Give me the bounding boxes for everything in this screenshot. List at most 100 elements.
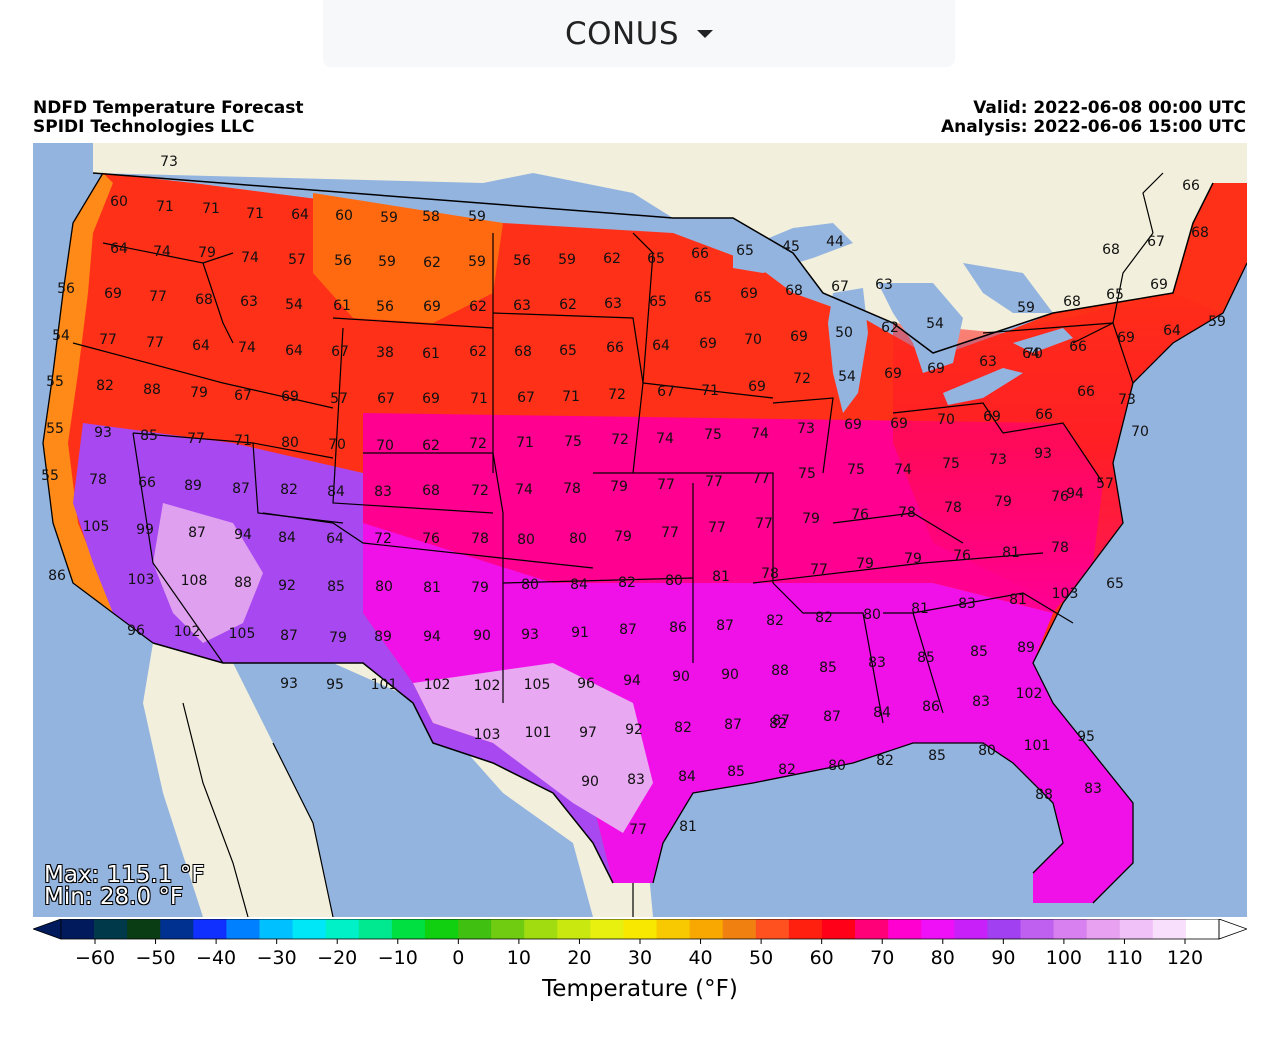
colorbar-tick-label: 10 bbox=[507, 947, 531, 969]
temp-label: 63 bbox=[875, 277, 893, 293]
min-temperature: Min: 28.0 °F bbox=[44, 884, 184, 910]
temp-label: 56 bbox=[57, 281, 75, 297]
temp-label: 71 bbox=[202, 201, 220, 217]
colorbar-tick-label: 30 bbox=[628, 947, 652, 969]
colorbar-segment bbox=[821, 919, 856, 939]
temp-label: 59 bbox=[1208, 314, 1226, 330]
temp-label: 65 bbox=[1106, 287, 1124, 303]
temp-label: 82 bbox=[769, 716, 787, 732]
temp-label: 95 bbox=[326, 677, 344, 693]
temp-label: 78 bbox=[471, 531, 489, 547]
temperature-labels: 73 60 71 71 71 64 60 59 58 59 64 74 79 74 57 56 59 62 59 56… bbox=[41, 154, 1226, 838]
temp-label: 58 bbox=[422, 209, 440, 225]
temp-label: 59 bbox=[380, 210, 398, 226]
temp-label: 69 bbox=[699, 336, 717, 352]
temp-label: 64 bbox=[285, 343, 303, 359]
temp-label: 62 bbox=[881, 320, 899, 336]
temp-label: 74 bbox=[656, 431, 674, 447]
colorbar-tick-label: 90 bbox=[991, 947, 1015, 969]
temp-label: 87 bbox=[188, 525, 206, 541]
temp-label: 77 bbox=[99, 332, 117, 348]
temp-label: 108 bbox=[181, 573, 208, 589]
temp-label: 93 bbox=[1034, 446, 1052, 462]
temp-label: 73 bbox=[1118, 392, 1136, 408]
temp-label: 64 bbox=[291, 207, 309, 223]
temp-label: 79 bbox=[802, 511, 820, 527]
temp-label: 87 bbox=[619, 622, 637, 638]
lake-michigan bbox=[828, 288, 868, 413]
temp-label: 69 bbox=[281, 389, 299, 405]
lake-erie bbox=[943, 368, 1023, 405]
temp-label: 90 bbox=[721, 667, 739, 683]
temp-label: 103 bbox=[128, 572, 155, 588]
temp-label: 86 bbox=[48, 568, 66, 584]
hot-desert-zone bbox=[153, 503, 263, 643]
temp-label: 73 bbox=[797, 421, 815, 437]
temp-label: 102 bbox=[174, 624, 201, 640]
temp-label: 83 bbox=[958, 596, 976, 612]
colorbar-tick-label: 120 bbox=[1167, 947, 1203, 969]
temp-label: 63 bbox=[604, 296, 622, 312]
temp-label: 85 bbox=[970, 644, 988, 660]
temp-label: 79 bbox=[471, 580, 489, 596]
temp-label: 59 bbox=[1017, 300, 1035, 316]
colorbar-tick-label: −20 bbox=[317, 947, 357, 969]
baja-land bbox=[143, 643, 248, 917]
temp-label: 94 bbox=[234, 527, 252, 543]
temp-label: 71 bbox=[234, 433, 252, 449]
mexico-coast bbox=[182, 702, 634, 917]
temp-label: 67 bbox=[1147, 234, 1165, 250]
temp-label: 63 bbox=[240, 294, 258, 310]
temp-label: 69 bbox=[844, 417, 862, 433]
temp-label: 83 bbox=[1084, 781, 1102, 797]
temp-label: 64 bbox=[1022, 346, 1040, 362]
temp-label: 71 bbox=[246, 206, 264, 222]
temp-label: 74 bbox=[894, 462, 912, 478]
colorbar-segment bbox=[1053, 919, 1088, 939]
region-selector[interactable]: CONUS bbox=[323, 0, 955, 67]
colorbar-segment bbox=[524, 919, 558, 939]
temp-label: 73 bbox=[989, 452, 1007, 468]
temp-label: 54 bbox=[838, 369, 856, 385]
temp-label: 72 bbox=[611, 432, 629, 448]
us-mexico-border bbox=[152, 642, 614, 884]
temp-label: 87 bbox=[772, 713, 790, 729]
temp-label: 67 bbox=[331, 344, 349, 360]
colorbar-segment bbox=[590, 919, 624, 939]
colorbar-segment bbox=[127, 919, 161, 939]
colorbar-segment bbox=[325, 919, 360, 939]
temp-label: 78 bbox=[89, 472, 107, 488]
temp-label: 69 bbox=[104, 286, 122, 302]
temp-label: 59 bbox=[468, 254, 486, 270]
temp-label: 81 bbox=[1009, 592, 1027, 608]
temp-label: 68 bbox=[422, 483, 440, 499]
temp-label: 68 bbox=[1102, 242, 1120, 258]
temp-label: 67 bbox=[234, 388, 252, 404]
temp-label: 80 bbox=[521, 577, 539, 593]
temp-label: 67 bbox=[657, 384, 675, 400]
temp-label: 56 bbox=[334, 253, 352, 269]
colorbar-tick-label: 0 bbox=[452, 947, 464, 969]
temp-label: 62 bbox=[469, 344, 487, 360]
temp-label: 80 bbox=[375, 579, 393, 595]
temperature-map: 73 60 71 71 71 64 60 59 58 59 64 74 79 74 57 56 59 62 59 56… bbox=[33, 143, 1247, 917]
temp-label: 57 bbox=[330, 391, 348, 407]
temp-label: 85 bbox=[140, 428, 158, 444]
temp-label: 66 bbox=[1035, 407, 1053, 423]
valid-time: Valid: 2022-06-08 00:00 UTC bbox=[973, 98, 1246, 118]
temp-label: 66 bbox=[691, 246, 709, 262]
temp-label: 54 bbox=[926, 316, 944, 332]
temp-label: 83 bbox=[627, 772, 645, 788]
temp-label: 62 bbox=[603, 251, 621, 267]
temp-label: 88 bbox=[143, 382, 161, 398]
temp-label: 89 bbox=[374, 629, 392, 645]
temp-label: 79 bbox=[190, 385, 208, 401]
temp-label: 64 bbox=[652, 338, 670, 354]
temp-label: 70 bbox=[376, 438, 394, 454]
temp-label: 76 bbox=[953, 548, 971, 564]
temp-label: 65 bbox=[647, 251, 665, 267]
temp-label: 94 bbox=[423, 629, 441, 645]
temp-label: 84 bbox=[570, 577, 588, 593]
colorbar-tick-label: −10 bbox=[378, 947, 418, 969]
temp-label: 60 bbox=[335, 208, 353, 224]
